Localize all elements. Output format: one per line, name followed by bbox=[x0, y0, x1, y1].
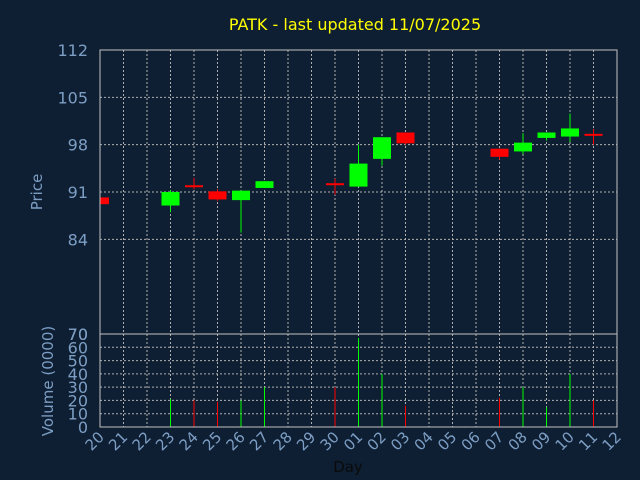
day-tick-label: 03 bbox=[387, 428, 413, 454]
price-tick-label: 70 bbox=[68, 325, 88, 344]
price-tick-label: 105 bbox=[57, 88, 88, 107]
candle-body bbox=[561, 128, 579, 137]
price-tick-label: 84 bbox=[68, 230, 88, 249]
day-tick-labels: 2021222324252627282930010203040506070809… bbox=[82, 428, 625, 454]
price-gridlines bbox=[100, 49, 617, 334]
candle-body bbox=[537, 132, 556, 138]
volume-tick-label: 40 bbox=[68, 365, 88, 384]
day-tick-label: 11 bbox=[575, 428, 601, 454]
day-tick-label: 25 bbox=[199, 428, 225, 454]
volume-plot-frame bbox=[99, 333, 618, 428]
day-tick-label: 22 bbox=[129, 428, 155, 454]
day-tick-label: 30 bbox=[317, 428, 343, 454]
day-tick-label: 24 bbox=[176, 428, 202, 454]
day-tick-label: 12 bbox=[599, 428, 625, 454]
volume-tick-label: 0 bbox=[78, 418, 88, 437]
candle-body bbox=[208, 191, 227, 200]
day-tick-label: 28 bbox=[270, 428, 296, 454]
price-axis-label: Price bbox=[28, 174, 46, 211]
candle-body bbox=[490, 148, 509, 157]
candle-body bbox=[255, 181, 274, 188]
day-tick-label: 29 bbox=[293, 428, 319, 454]
volume-tick-label: 50 bbox=[68, 352, 88, 371]
volume-tick-label: 70 bbox=[68, 325, 88, 344]
day-tick-label: 27 bbox=[246, 428, 272, 454]
day-tick-label: 10 bbox=[552, 428, 578, 454]
candle-body bbox=[185, 185, 203, 188]
day-tick-label: 01 bbox=[340, 428, 366, 454]
day-tick-label: 08 bbox=[505, 428, 531, 454]
day-tick-label: 02 bbox=[364, 428, 390, 454]
price-tick-label: 98 bbox=[68, 136, 88, 155]
candle-body bbox=[396, 132, 415, 144]
price-tick-label: 112 bbox=[57, 41, 88, 60]
volume-tick-label: 20 bbox=[68, 391, 88, 410]
day-tick-label: 07 bbox=[481, 428, 507, 454]
day-tick-label: 09 bbox=[528, 428, 554, 454]
day-tick-label: 06 bbox=[458, 428, 484, 454]
day-tick-label: 04 bbox=[411, 428, 437, 454]
volume-tick-label: 10 bbox=[68, 405, 88, 424]
volume-tick-label: 60 bbox=[68, 338, 88, 357]
volume-axis-label: Volume (0000) bbox=[39, 326, 57, 436]
volume-bar-series bbox=[170, 337, 594, 427]
candle-body bbox=[232, 190, 250, 201]
day-tick-label: 05 bbox=[434, 428, 460, 454]
day-tick-label: 23 bbox=[152, 428, 178, 454]
candlestick-series bbox=[99, 113, 603, 233]
candle-body bbox=[373, 137, 391, 159]
day-axis-label: Day bbox=[333, 458, 363, 476]
day-tick-label: 21 bbox=[105, 428, 131, 454]
candle-body bbox=[161, 192, 180, 206]
plot-frames bbox=[99, 49, 618, 428]
day-tick-label: 26 bbox=[223, 428, 249, 454]
candle-body bbox=[100, 197, 109, 205]
volume-tick-label: 30 bbox=[68, 378, 88, 397]
candle-body bbox=[349, 163, 368, 187]
candle-body bbox=[326, 183, 344, 186]
price-tick-labels: 112 105 98 91 84 70 bbox=[57, 41, 88, 344]
candle-body bbox=[514, 142, 532, 152]
price-tick-label: 91 bbox=[68, 183, 88, 202]
chart-title: PATK - last updated 11/07/2025 bbox=[229, 15, 481, 34]
candle-body bbox=[584, 133, 603, 136]
